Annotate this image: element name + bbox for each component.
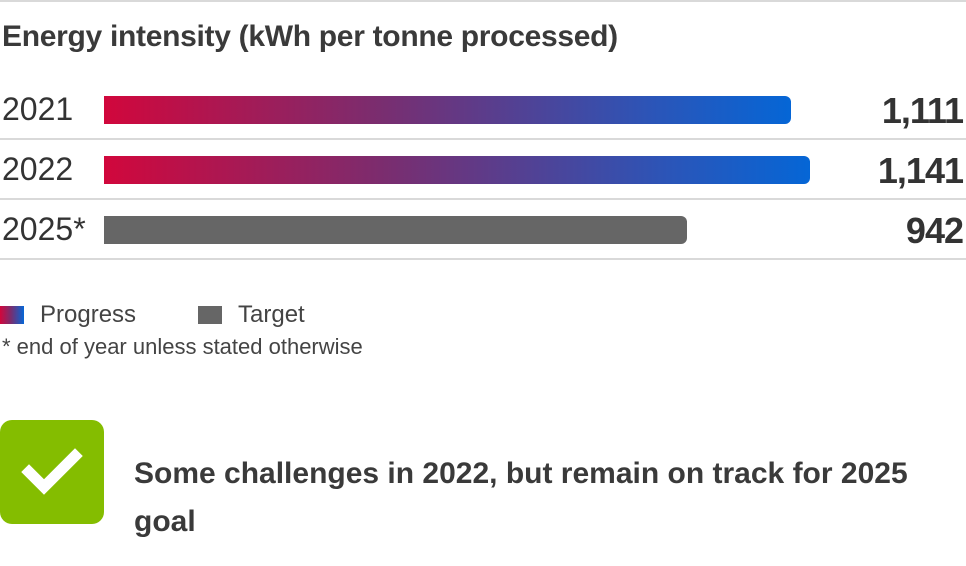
- legend-label: Target: [238, 301, 305, 328]
- value-label: 1,111: [881, 90, 964, 131]
- checkmark-icon: [0, 420, 104, 524]
- bar-track: [104, 216, 884, 244]
- bar-chart: 2021 1,111 2022 1,141 2025* 942: [0, 80, 966, 262]
- legend-swatch-target: [198, 306, 222, 324]
- bar-2021: [104, 96, 792, 124]
- category-label: 2022: [2, 151, 74, 187]
- category-label: 2025*: [2, 211, 86, 247]
- footnote: * end of year unless stated otherwise: [2, 334, 363, 359]
- bar-2025-target: [104, 216, 687, 244]
- legend-item-progress: Progress: [0, 300, 136, 330]
- bar-2022: [104, 156, 810, 184]
- bar-track: [104, 96, 884, 124]
- value-label: 1,141: [877, 150, 964, 191]
- legend-item-target: Target: [198, 300, 305, 330]
- top-divider: [0, 0, 966, 2]
- status-message: Some challenges in 2022, but remain on t…: [134, 457, 908, 538]
- chart-row: 2022 1,141: [0, 140, 966, 200]
- chart-row: 2025* 942: [0, 200, 966, 260]
- bar-track: [104, 156, 884, 184]
- legend-swatch-progress: [0, 306, 24, 324]
- category-label: 2021: [2, 91, 74, 127]
- legend-label: Progress: [40, 301, 137, 328]
- chart-row: 2021 1,111: [0, 80, 966, 140]
- value-label: 942: [905, 210, 964, 251]
- chart-title: Energy intensity (kWh per tonne processe…: [2, 20, 618, 53]
